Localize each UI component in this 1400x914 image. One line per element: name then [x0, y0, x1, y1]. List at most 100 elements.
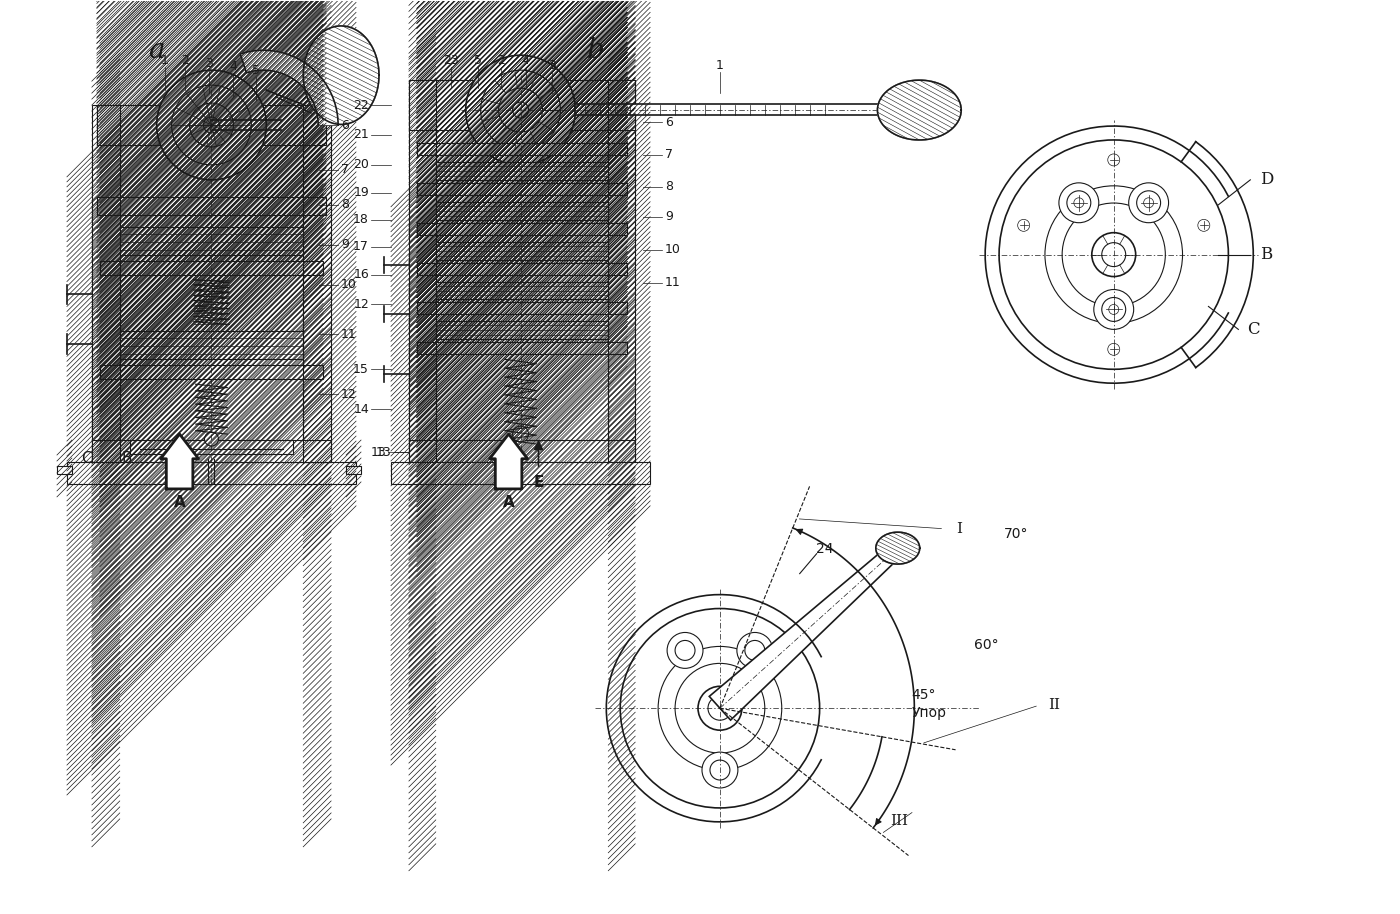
Text: 10: 10 [665, 243, 680, 256]
Text: 12: 12 [342, 388, 357, 400]
Circle shape [1058, 183, 1099, 223]
Circle shape [157, 70, 266, 180]
Text: B: B [1260, 246, 1273, 263]
Circle shape [204, 432, 218, 446]
Text: 18: 18 [353, 213, 370, 227]
Text: II: II [1049, 698, 1060, 712]
Bar [99, 366, 323, 379]
Text: 13: 13 [370, 445, 386, 459]
Bar [417, 183, 627, 195]
Circle shape [736, 632, 773, 668]
Bar [417, 303, 627, 314]
Bar [92, 440, 332, 462]
Text: 23: 23 [442, 54, 459, 67]
Bar [391, 462, 650, 484]
Bar [97, 105, 326, 145]
Polygon shape [161, 434, 199, 489]
Bar [575, 104, 889, 115]
Bar [130, 440, 293, 454]
Bar [417, 143, 627, 154]
Text: 22: 22 [353, 99, 370, 112]
Text: 5: 5 [252, 64, 260, 77]
Text: 1: 1 [715, 58, 724, 71]
Bar [120, 332, 304, 359]
Bar [67, 462, 356, 484]
Polygon shape [876, 532, 920, 564]
Text: 5: 5 [473, 54, 482, 67]
Text: 1: 1 [161, 54, 168, 67]
Text: 7: 7 [665, 148, 673, 162]
Text: 3: 3 [549, 58, 556, 71]
Text: 19: 19 [353, 186, 370, 199]
Bar [346, 466, 361, 474]
Text: 45°: 45° [911, 688, 935, 702]
Circle shape [1107, 154, 1120, 165]
Polygon shape [490, 434, 528, 489]
Bar [435, 241, 608, 260]
Text: 24: 24 [816, 542, 833, 556]
Text: 15: 15 [353, 363, 370, 376]
Text: C: C [1247, 321, 1260, 338]
Text: 6: 6 [342, 119, 349, 132]
Circle shape [668, 632, 703, 668]
Text: b: b [587, 37, 605, 64]
Text: 8: 8 [342, 198, 349, 211]
Text: 12: 12 [353, 298, 370, 311]
Text: 14: 14 [353, 403, 370, 416]
Bar [435, 282, 608, 300]
Polygon shape [241, 50, 339, 125]
Text: 9: 9 [665, 210, 673, 223]
Text: a: a [148, 37, 165, 64]
Text: 4: 4 [230, 59, 238, 73]
Bar [417, 343, 627, 355]
Text: 3: 3 [206, 57, 213, 69]
Bar [417, 223, 627, 235]
Circle shape [1000, 140, 1228, 369]
Text: 13: 13 [375, 445, 391, 459]
Bar [435, 162, 608, 180]
Bar [120, 227, 304, 255]
Text: A: A [503, 495, 514, 510]
Polygon shape [878, 80, 962, 140]
Text: 11: 11 [342, 328, 357, 341]
Polygon shape [304, 26, 379, 124]
Circle shape [620, 609, 819, 808]
Bar [99, 260, 323, 274]
Bar [409, 80, 435, 462]
Text: 8: 8 [665, 180, 673, 194]
Text: C: C [81, 452, 92, 466]
Bar [435, 202, 608, 219]
Text: D: D [1260, 171, 1273, 188]
Text: 9: 9 [342, 239, 349, 251]
Text: Упор: Упор [911, 707, 946, 720]
Bar [57, 466, 71, 474]
Text: 17: 17 [353, 240, 370, 253]
Text: 11: 11 [665, 276, 680, 289]
Polygon shape [710, 542, 903, 720]
Text: B: B [122, 452, 132, 466]
Bar [435, 322, 608, 339]
Circle shape [699, 686, 742, 730]
Text: 60°: 60° [974, 638, 998, 653]
Circle shape [1107, 344, 1120, 356]
Text: 7: 7 [342, 164, 349, 176]
Text: 20: 20 [353, 158, 370, 172]
Circle shape [1128, 183, 1169, 223]
Text: E: E [533, 475, 543, 491]
Circle shape [1018, 219, 1029, 231]
Bar [608, 80, 636, 462]
Circle shape [701, 752, 738, 788]
Text: 70°: 70° [1004, 526, 1029, 541]
Text: 2: 2 [181, 54, 189, 67]
Text: 10: 10 [342, 278, 357, 291]
Text: 16: 16 [353, 268, 370, 282]
Text: I: I [956, 522, 962, 536]
Bar [97, 197, 326, 215]
Bar [304, 105, 332, 462]
Circle shape [1092, 233, 1135, 277]
Bar [92, 105, 120, 462]
Text: 2: 2 [497, 54, 504, 67]
Circle shape [512, 426, 529, 442]
Bar [409, 440, 636, 462]
Circle shape [1198, 219, 1210, 231]
